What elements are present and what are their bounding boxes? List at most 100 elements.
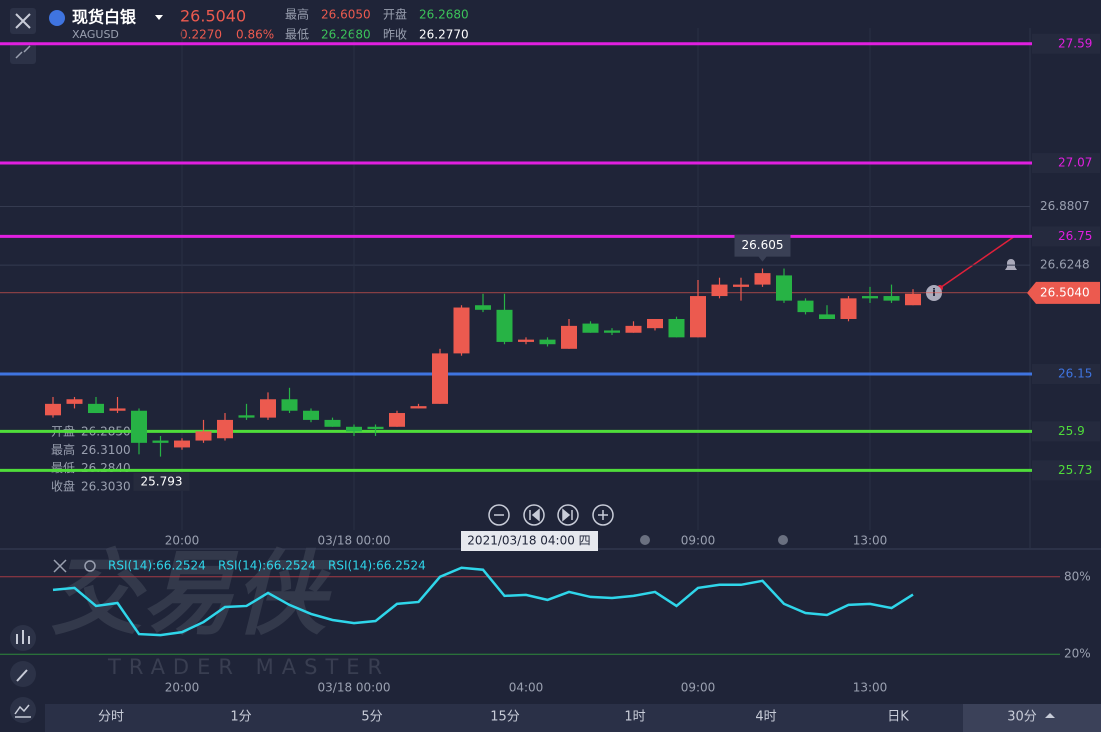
candle-body	[754, 273, 771, 285]
stat-value: 26.2770	[419, 28, 469, 42]
watermark: 交易侠 TRADER MASTER	[50, 540, 382, 679]
level-label: 27.59	[1058, 36, 1092, 50]
candle-body	[862, 296, 878, 299]
dropdown-icon[interactable]	[155, 15, 163, 20]
high-marker-box	[734, 234, 791, 262]
candle-body	[152, 440, 169, 443]
candle-body	[260, 399, 276, 418]
level-label: 26.15	[1058, 367, 1092, 381]
rsi-line	[52, 566, 914, 637]
info-value: 26.3100	[81, 443, 131, 457]
tab[interactable]: 30分	[1007, 710, 1037, 725]
zoom-controls	[488, 504, 614, 526]
info-label: 最高	[51, 442, 75, 457]
tab[interactable]: 15分	[490, 710, 520, 725]
candle-body	[561, 325, 577, 349]
legend-entry: RSI(14):66.2524	[218, 559, 316, 573]
low-marker: 25.793	[141, 474, 183, 488]
tab[interactable]: 分时	[98, 710, 124, 725]
x-tick-label: 04:00	[509, 681, 544, 695]
candle-body	[410, 406, 427, 409]
symbol-logo	[49, 10, 65, 26]
last-page[interactable]	[557, 504, 579, 526]
candle-body	[238, 415, 255, 418]
x-tick-label: 09:00	[681, 534, 716, 548]
rsi-close[interactable]	[53, 559, 67, 573]
candle-body	[625, 325, 642, 333]
candle-body	[733, 284, 749, 287]
candle-body	[711, 284, 728, 297]
y-tick-label: 26.8807	[1040, 199, 1090, 213]
y-tick-label: 20%	[1064, 647, 1091, 661]
rsi-settings[interactable]	[84, 560, 96, 572]
tab[interactable]: 1分	[230, 710, 251, 725]
info-label: 最低	[51, 461, 75, 475]
candle-body	[668, 318, 685, 338]
candle-body	[217, 419, 233, 439]
left-tools	[10, 625, 36, 723]
stat-value: 26.6050	[321, 8, 371, 22]
stat-value: 26.2680	[419, 8, 469, 22]
x-tick-label: 13:00	[853, 534, 888, 548]
x-tick-label: 20:00	[165, 681, 200, 695]
symbol-name[interactable]: 现货白银	[72, 8, 137, 27]
tab[interactable]: 4时	[755, 710, 776, 725]
stat-value: 26.2680	[321, 28, 371, 42]
tab[interactable]: 5分	[361, 710, 382, 725]
low-marker-box	[133, 472, 190, 491]
x-tick-label: 13:00	[853, 681, 888, 695]
last-price-label: 26.5040	[1040, 285, 1090, 299]
alert-bell[interactable]	[1005, 259, 1017, 270]
high-marker: 26.605	[742, 238, 784, 252]
last-price-box	[1027, 281, 1100, 304]
candle-body	[367, 426, 384, 430]
drawn-arrow[interactable]	[936, 235, 1016, 291]
marker-dot	[778, 535, 788, 545]
level-label: 26.75	[1058, 229, 1092, 243]
candle-body	[905, 293, 921, 306]
legend-entry: RSI(14):66.2524	[328, 559, 426, 573]
candle-body	[45, 403, 61, 416]
candle-body	[776, 275, 792, 301]
candle-body	[109, 408, 126, 411]
candle-body	[88, 403, 104, 414]
last-price: 26.5040	[180, 7, 246, 26]
candle-body	[840, 298, 857, 319]
candle-body	[475, 305, 491, 310]
zoom-out[interactable]	[488, 504, 510, 526]
crosshair-box	[461, 531, 598, 551]
candle-body	[647, 318, 663, 329]
stat-label: 昨收	[383, 28, 407, 42]
change: 0.2270	[180, 28, 222, 42]
tab[interactable]: 1时	[624, 710, 645, 725]
tab-caret	[1045, 713, 1055, 718]
first-page[interactable]	[523, 504, 545, 526]
x-tick-label: 09:00	[681, 681, 716, 695]
candle-body	[797, 300, 814, 313]
close-icon	[15, 13, 31, 29]
level-label-box	[1032, 421, 1100, 442]
collapse-button[interactable]	[10, 42, 36, 64]
candle-body	[432, 353, 448, 404]
candle-body	[174, 440, 190, 448]
candle-body	[582, 323, 599, 333]
info-value: 26.3030	[81, 479, 131, 493]
stat-label: 最低	[285, 28, 309, 42]
level-label: 25.9	[1058, 424, 1085, 438]
tab[interactable]: 日K	[887, 710, 909, 725]
candle-body	[453, 307, 470, 354]
level-label: 27.07	[1058, 156, 1092, 170]
info-label: 收盘	[51, 478, 75, 493]
candle-body	[131, 410, 147, 443]
info-glyph: i	[932, 286, 936, 299]
zoom-in[interactable]	[592, 504, 614, 526]
candle-body	[883, 296, 900, 301]
info-value: 26.2840	[81, 461, 131, 475]
level-label-box	[1032, 33, 1100, 54]
candle-body	[324, 419, 341, 427]
level-label-box	[1032, 364, 1100, 385]
candle-body	[389, 413, 405, 427]
candle-body	[346, 426, 362, 432]
